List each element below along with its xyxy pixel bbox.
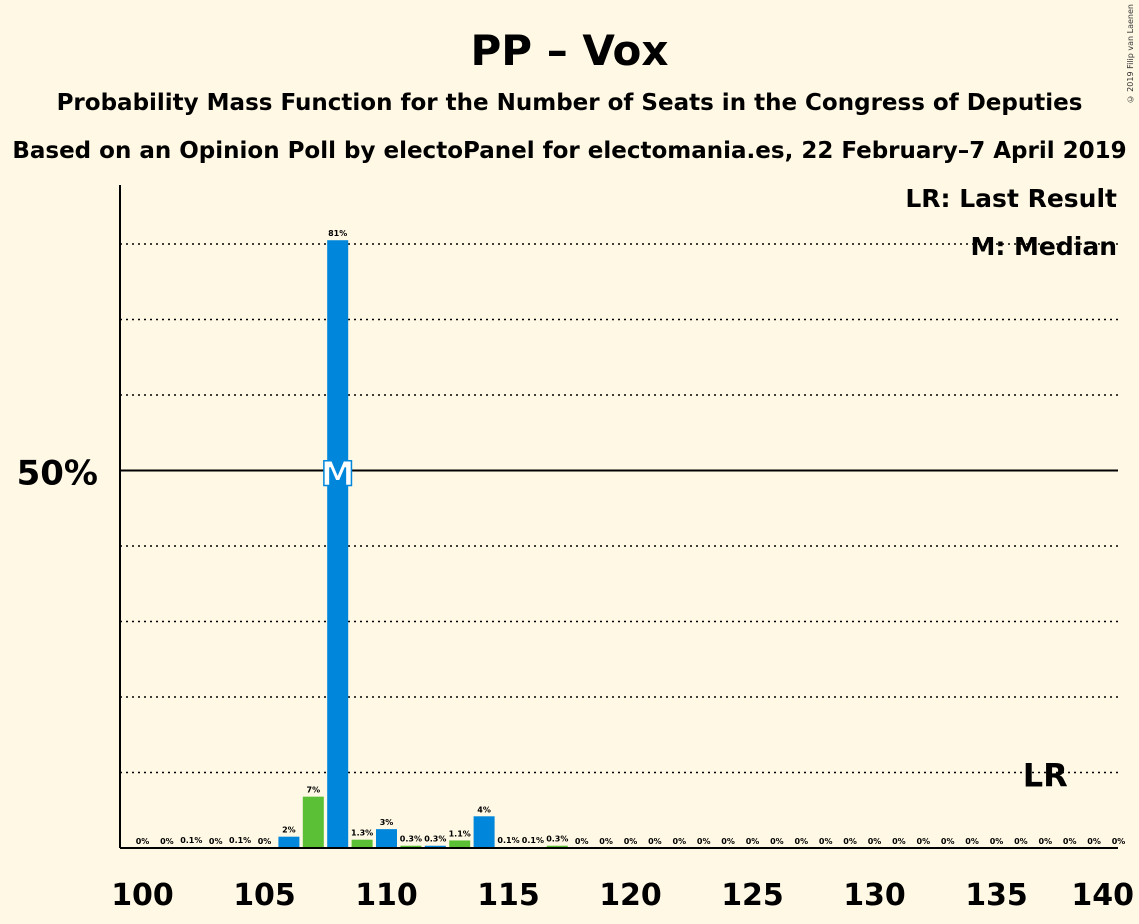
x-tick-label-100: 100 <box>111 878 174 913</box>
chart-subtitle: Probability Mass Function for the Number… <box>56 90 1083 116</box>
bar-label-112: 0.3% <box>424 835 446 844</box>
chart-title: PP – Vox <box>470 26 669 75</box>
bar-106 <box>278 836 300 848</box>
x-tick-label-125: 125 <box>721 878 784 913</box>
bar-label-121: 0% <box>648 837 662 846</box>
bar-109 <box>351 839 373 848</box>
bar-label-117: 0.3% <box>546 835 568 844</box>
bar-label-134: 0% <box>965 837 979 846</box>
bar-label-120: 0% <box>624 837 638 846</box>
bar-label-127: 0% <box>795 837 809 846</box>
bar-label-123: 0% <box>697 837 711 846</box>
bar-108 <box>327 240 349 849</box>
bar-label-115: 0.1% <box>497 836 519 845</box>
bar-label-126: 0% <box>770 837 784 846</box>
x-tick-label-105: 105 <box>233 878 296 913</box>
bar-label-129: 0% <box>843 837 857 846</box>
bar-label-132: 0% <box>917 837 931 846</box>
bar-114 <box>473 816 495 848</box>
x-tick-label-120: 120 <box>599 878 662 913</box>
x-tick-label-140: 140 <box>1071 878 1134 913</box>
bar-label-102: 0.1% <box>180 836 202 845</box>
bar-label-130: 0% <box>868 837 882 846</box>
bar-label-100: 0% <box>136 837 150 846</box>
bar-label-105: 0% <box>258 837 272 846</box>
bar-112 <box>424 845 446 848</box>
x-tick-label-115: 115 <box>477 878 540 913</box>
x-tick-labels: 100 105 110 115 120 125 130 135 140 <box>111 878 1134 913</box>
bar-labels: 0% 0% 0.1% 0% 0.1% 0%2%7%81%1.3%3%0.3% 0.3%1.1… <box>136 229 1126 846</box>
bar-111 <box>400 845 422 848</box>
bar-label-128: 0% <box>819 837 833 846</box>
markers: M LR <box>320 454 1068 795</box>
bar-label-111: 0.3% <box>400 835 422 844</box>
bar-label-106: 2% <box>282 826 296 835</box>
bar-117 <box>546 845 568 848</box>
x-tick-label-130: 130 <box>843 878 906 913</box>
bar-label-104: 0.1% <box>229 836 251 845</box>
bar-label-107: 7% <box>307 786 321 795</box>
bar-label-138: 0% <box>1063 837 1077 846</box>
bar-label-119: 0% <box>599 837 613 846</box>
bar-label-124: 0% <box>721 837 735 846</box>
bar-label-113: 1.1% <box>449 829 471 838</box>
bar-113 <box>449 840 471 848</box>
x-tick-label-135: 135 <box>965 878 1028 913</box>
bar-label-110: 3% <box>380 818 394 827</box>
bar-label-125: 0% <box>746 837 760 846</box>
bar-label-114: 4% <box>477 805 491 814</box>
y-tick-label-50: 50% <box>17 454 98 494</box>
chart-source-line: Based on an Opinion Poll by electoPanel … <box>12 138 1127 164</box>
median-marker: M <box>321 455 355 495</box>
last-result-marker: LR <box>1023 757 1068 795</box>
bar-series <box>180 240 568 849</box>
bar-label-108: 81% <box>328 229 347 238</box>
bar-label-137: 0% <box>1039 837 1053 846</box>
bar-label-131: 0% <box>892 837 906 846</box>
bar-107 <box>302 796 324 848</box>
gridlines <box>120 243 1118 774</box>
bar-label-122: 0% <box>673 837 687 846</box>
axes: 50% <box>17 185 1118 849</box>
legend-last-result: LR: Last Result <box>905 184 1117 213</box>
bar-label-136: 0% <box>1014 837 1028 846</box>
bar-label-103: 0% <box>209 837 223 846</box>
bar-110 <box>376 829 397 848</box>
bar-label-101: 0% <box>160 837 174 846</box>
bar-label-118: 0% <box>575 837 589 846</box>
bar-label-116: 0.1% <box>522 836 544 845</box>
legend-median: M: Median <box>970 232 1117 261</box>
x-tick-label-110: 110 <box>355 878 418 913</box>
bar-label-140: 0% <box>1112 837 1126 846</box>
bar-label-133: 0% <box>941 837 955 846</box>
bar-label-139: 0% <box>1087 837 1101 846</box>
bar-label-135: 0% <box>990 837 1004 846</box>
bar-label-109: 1.3% <box>351 829 373 838</box>
